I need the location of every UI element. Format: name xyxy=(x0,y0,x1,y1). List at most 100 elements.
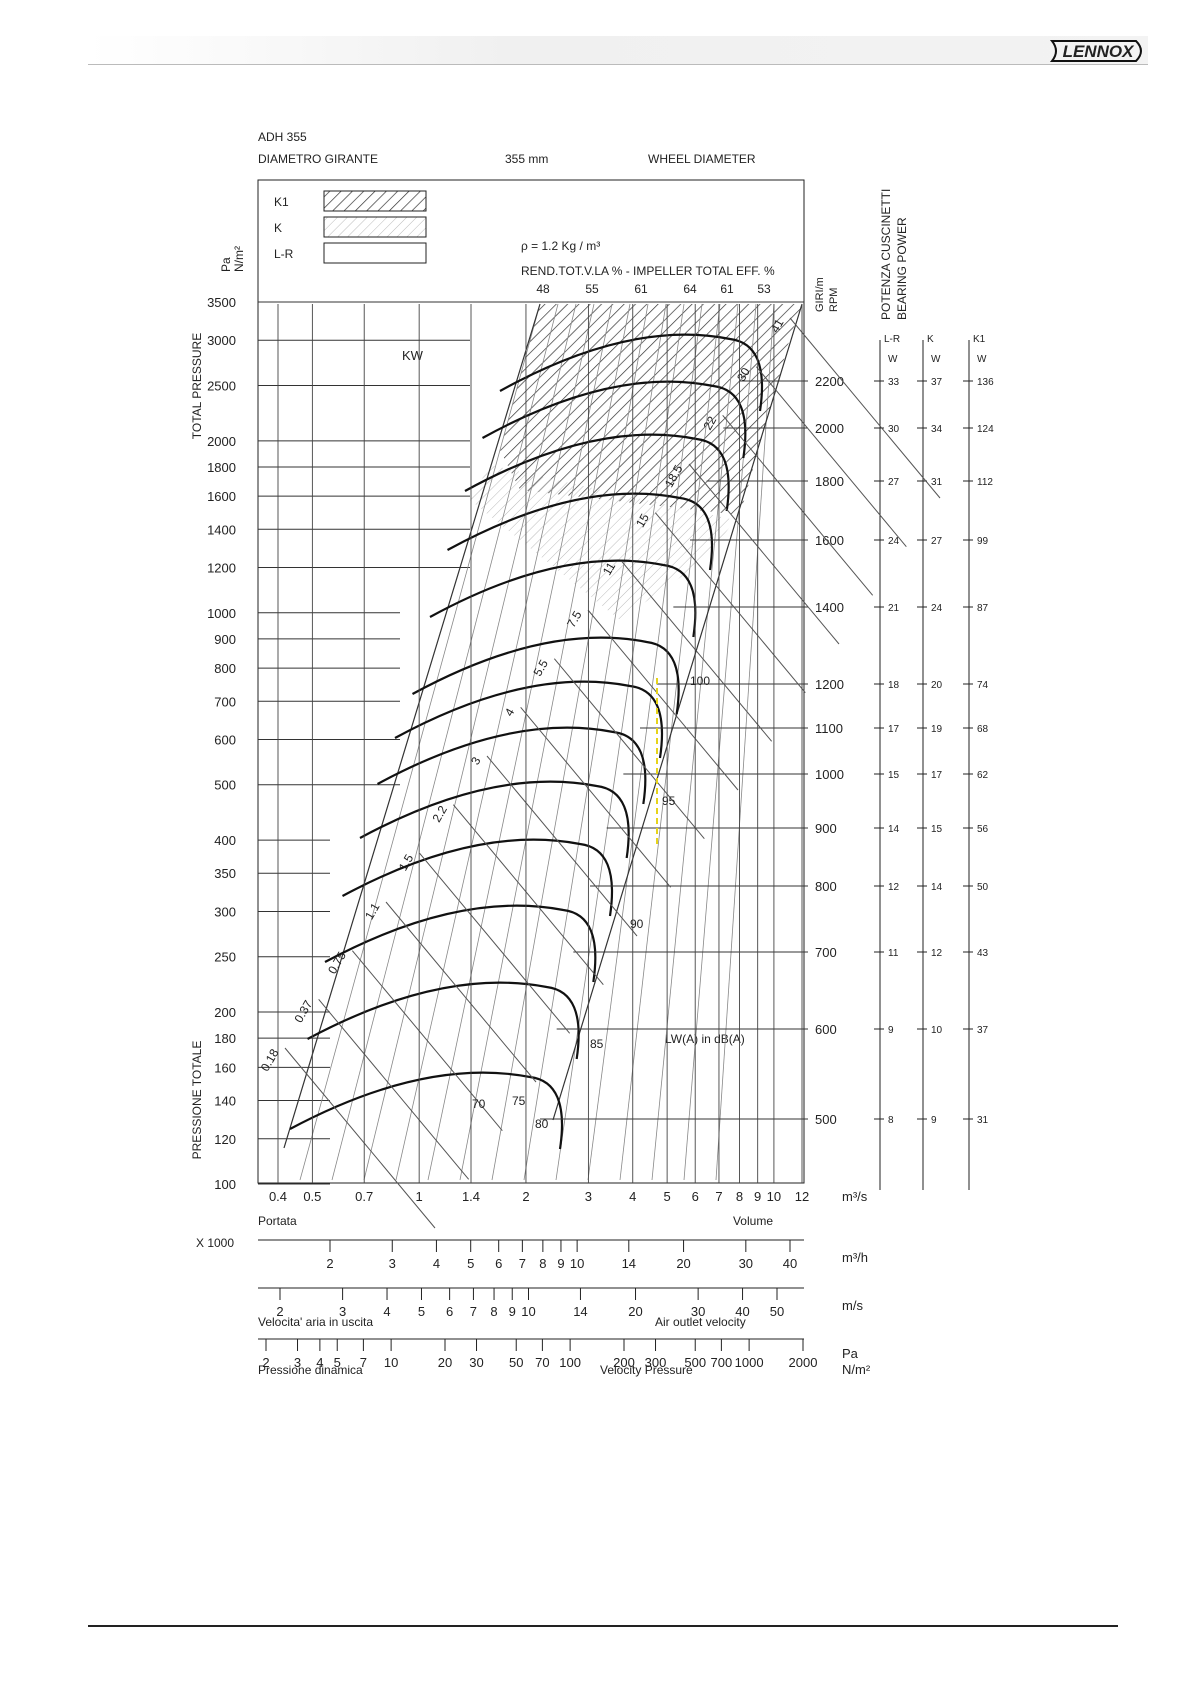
kw-value: 15 xyxy=(633,511,652,530)
kw-value: 30 xyxy=(734,365,753,384)
system-line xyxy=(587,303,703,1181)
rpm-curve xyxy=(394,680,664,759)
y-tick-label: 400 xyxy=(214,833,236,848)
efficiency-value: 61 xyxy=(634,282,648,296)
velocity-unit: m/s xyxy=(842,1298,863,1313)
y-tick-label: 250 xyxy=(214,950,236,965)
kw-line xyxy=(284,1047,436,1229)
rpm-curve xyxy=(481,380,747,459)
noise-value: 75 xyxy=(512,1094,526,1108)
kw-value: 5.5 xyxy=(530,657,551,679)
bearing-value: 56 xyxy=(977,824,989,835)
bearing-value: 24 xyxy=(931,603,943,614)
m3h-scale-tick-label: 14 xyxy=(622,1256,636,1271)
y-unit-pa: Pa xyxy=(219,257,233,272)
header-bar xyxy=(88,36,1148,65)
kw-line xyxy=(318,999,470,1180)
velocity-scale-tick-label: 14 xyxy=(573,1304,587,1319)
vpressure-scale-tick-label: 10 xyxy=(384,1355,398,1370)
rpm-curve xyxy=(306,981,580,1060)
velocity-scale-tick-label: 5 xyxy=(418,1304,425,1319)
system-line xyxy=(459,303,631,1181)
bearing-value: 20 xyxy=(931,680,943,691)
vpressure-scale-tick-label: 3 xyxy=(294,1355,301,1370)
rpm-value: 1400 xyxy=(815,600,844,615)
kw-line xyxy=(553,658,705,839)
bearing-value: 8 xyxy=(888,1115,894,1126)
y-axis-title-en: TOTAL PRESSURE xyxy=(190,333,204,439)
bearing-value: 37 xyxy=(931,377,943,388)
rpm-value: 1200 xyxy=(815,677,844,692)
y-tick-label: 2500 xyxy=(207,378,236,393)
vpressure-label-en: Velocity Pressure xyxy=(600,1363,693,1377)
y-tick-label: 1200 xyxy=(207,561,236,576)
y-tick-label: 120 xyxy=(214,1132,236,1147)
x-tick-label: 2 xyxy=(522,1189,529,1204)
system-line xyxy=(299,303,541,1181)
rpm-value: 1100 xyxy=(815,721,843,736)
y-tick-label: 700 xyxy=(214,694,236,709)
density-label: ρ = 1.2 Kg / m³ xyxy=(521,239,600,253)
bearing-value: 17 xyxy=(931,770,943,781)
bearing-value: 87 xyxy=(977,603,989,614)
bearing-value: 27 xyxy=(931,536,943,547)
bearing-value: 37 xyxy=(977,1025,989,1036)
noise-value: 70 xyxy=(472,1097,486,1111)
efficiency-value: 48 xyxy=(536,282,550,296)
x-tick-label: 9 xyxy=(754,1189,761,1204)
x-unit: m³/s xyxy=(842,1189,868,1204)
efficiency-value: 53 xyxy=(757,282,771,296)
diameter-label-it: DIAMETRO GIRANTE xyxy=(258,152,378,166)
y-tick-label: 100 xyxy=(214,1177,236,1192)
y-tick-label: 2000 xyxy=(207,434,236,449)
rpm-curve xyxy=(499,333,764,412)
kw-value: 41 xyxy=(768,316,787,335)
bearing-value: 31 xyxy=(977,1115,989,1126)
model-title: ADH 355 xyxy=(258,130,307,144)
m3h-scale-tick-label: 6 xyxy=(495,1256,502,1271)
kw-value: 0.75 xyxy=(325,949,349,977)
x-tick-label: 7 xyxy=(715,1189,722,1204)
rpm-curve xyxy=(359,780,630,859)
envelope-left xyxy=(283,303,541,1149)
m3h-scale-tick-label: 5 xyxy=(467,1256,474,1271)
legend-label: L-R xyxy=(274,247,294,261)
system-line xyxy=(555,303,685,1181)
vpressure-scale-tick-label: 2000 xyxy=(789,1355,818,1370)
noise-value: 80 xyxy=(535,1117,549,1131)
rpm-value: 600 xyxy=(815,1022,837,1037)
legend-swatch xyxy=(323,216,427,238)
noise-value: 100 xyxy=(690,674,710,688)
x-tick-label: 8 xyxy=(736,1189,743,1204)
y-tick-label: 600 xyxy=(214,733,236,748)
y-tick-label: 160 xyxy=(214,1060,236,1075)
bearing-value: 112 xyxy=(977,477,993,488)
bearing-value: 11 xyxy=(888,948,899,959)
vpressure-scale-tick-label: 300 xyxy=(645,1355,667,1370)
bearing-col-k: K xyxy=(927,334,934,345)
rpm-label-it: GIRI/m xyxy=(814,277,826,312)
bearing-value: 12 xyxy=(888,882,900,893)
vpressure-scale-tick-label: 700 xyxy=(711,1355,733,1370)
bearing-value: 43 xyxy=(977,948,989,959)
rpm-curve xyxy=(289,1071,564,1150)
efficiency-value: 64 xyxy=(683,282,697,296)
lw-label: LW(A) in dB(A) xyxy=(665,1032,745,1046)
rpm-curve xyxy=(341,838,614,917)
x-tick-label: 0.4 xyxy=(269,1189,287,1204)
bearing-value: 15 xyxy=(888,770,900,781)
kw-line xyxy=(654,512,806,693)
rpm-value: 800 xyxy=(815,879,837,894)
x-tick-label: 1.4 xyxy=(462,1189,480,1204)
bearing-value: 33 xyxy=(888,377,900,388)
m3h-scale-tick-label: 10 xyxy=(570,1256,584,1271)
kw-line xyxy=(452,804,604,985)
m3h-scale-tick-label: 3 xyxy=(389,1256,396,1271)
velocity-scale-tick-label: 8 xyxy=(490,1304,497,1319)
velocity-scale-tick-label: 4 xyxy=(383,1304,390,1319)
efficiency-value: 55 xyxy=(585,282,599,296)
kw-value: 22 xyxy=(700,414,719,433)
bearing-title-it: POTENZA CUSCINETTI xyxy=(879,189,893,320)
rpm-value: 1800 xyxy=(815,474,844,489)
